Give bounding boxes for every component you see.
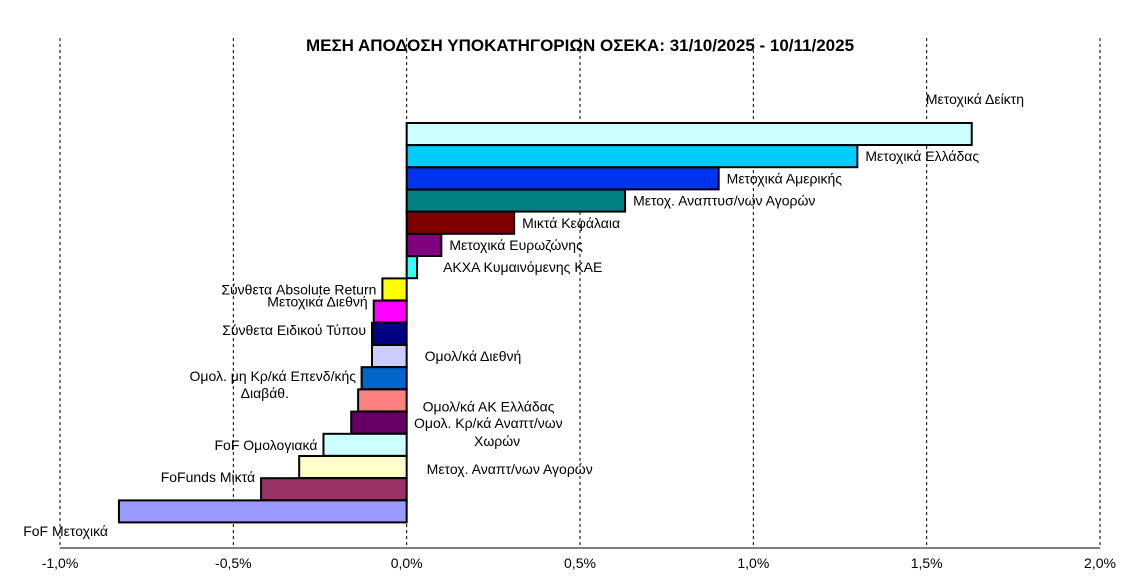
- bar-label: FoF Μετοχικά: [23, 523, 108, 539]
- x-tick-label: 1,5%: [911, 555, 943, 571]
- x-tick-label: 0,5%: [564, 555, 596, 571]
- bar: [350, 410, 408, 435]
- bar-label: Μετοχ. Αναπτ/νων Αγορών: [427, 461, 593, 477]
- bar-label: Μετοχικά Διεθνή: [267, 294, 367, 310]
- x-tick-label: 1,0%: [737, 555, 769, 571]
- bar: [405, 233, 443, 257]
- bar-label: Μικτά Κεφάλαια: [522, 215, 620, 231]
- bar-label: FoFunds Μικτά: [161, 469, 255, 485]
- bar: [117, 499, 408, 524]
- bars: [117, 122, 973, 524]
- bar-label: Μετοχικά Ελλάδας: [865, 148, 979, 164]
- bar: [405, 122, 973, 146]
- bar: [360, 366, 408, 391]
- bar-label: Ομολ/κά Διεθνή: [425, 348, 522, 364]
- bar: [298, 455, 408, 479]
- bar-label: Σύνθετα Absolute Return: [221, 281, 376, 297]
- bar-label: Χωρών: [474, 433, 520, 449]
- bar-label: Διαβάθ.: [241, 385, 289, 401]
- bar: [381, 277, 408, 302]
- bar-label: Μετοχ. Αναπτυσ/νων Αγορών: [633, 193, 815, 209]
- x-tick-label: 0,0%: [391, 555, 423, 571]
- x-tick-label: -1,0%: [42, 555, 79, 571]
- bar: [371, 321, 408, 346]
- bar-label: ΑΚΧΑ Κυμαινόμενης ΚΑΕ: [443, 259, 602, 275]
- bar: [405, 188, 627, 213]
- bar: [405, 166, 720, 191]
- bar: [405, 210, 516, 235]
- bar-label: FoF Ομολογιακά: [214, 437, 317, 453]
- bar-labels: Μετοχικά Δείκτη Μετοχικά Ελλάδας Μετοχικά …: [23, 91, 1024, 539]
- bar-label: Μετοχικά Αμερικής: [727, 170, 843, 186]
- bar-label: Μετοχικά Δείκτη: [926, 91, 1024, 107]
- bar-label: Σύνθετα Ειδικού Τύπου: [222, 322, 366, 338]
- bar-label: Ομολ. Κρ/κά Αναπτ/νων: [414, 415, 563, 431]
- x-tick-label: -0,5%: [215, 555, 252, 571]
- bar: [405, 255, 419, 280]
- bar: [260, 477, 408, 502]
- x-axis-ticks: -1,0% -0,5% 0,0% 0,5% 1,0% 1,5% 2,0%: [42, 555, 1116, 571]
- bar: [405, 144, 859, 169]
- bar: [322, 432, 408, 457]
- bar: [371, 344, 408, 368]
- bar-label: Ομολ/κά ΑΚ Ελλάδας: [423, 398, 555, 414]
- bar-label: Ομολ. μη Κρ/κά Επενδ/κής: [190, 368, 357, 384]
- bar-label: Μετοχικά Ευρωζώνης: [449, 237, 583, 253]
- x-tick-label: 2,0%: [1084, 555, 1116, 571]
- bar: [372, 299, 408, 324]
- bar: [357, 388, 408, 413]
